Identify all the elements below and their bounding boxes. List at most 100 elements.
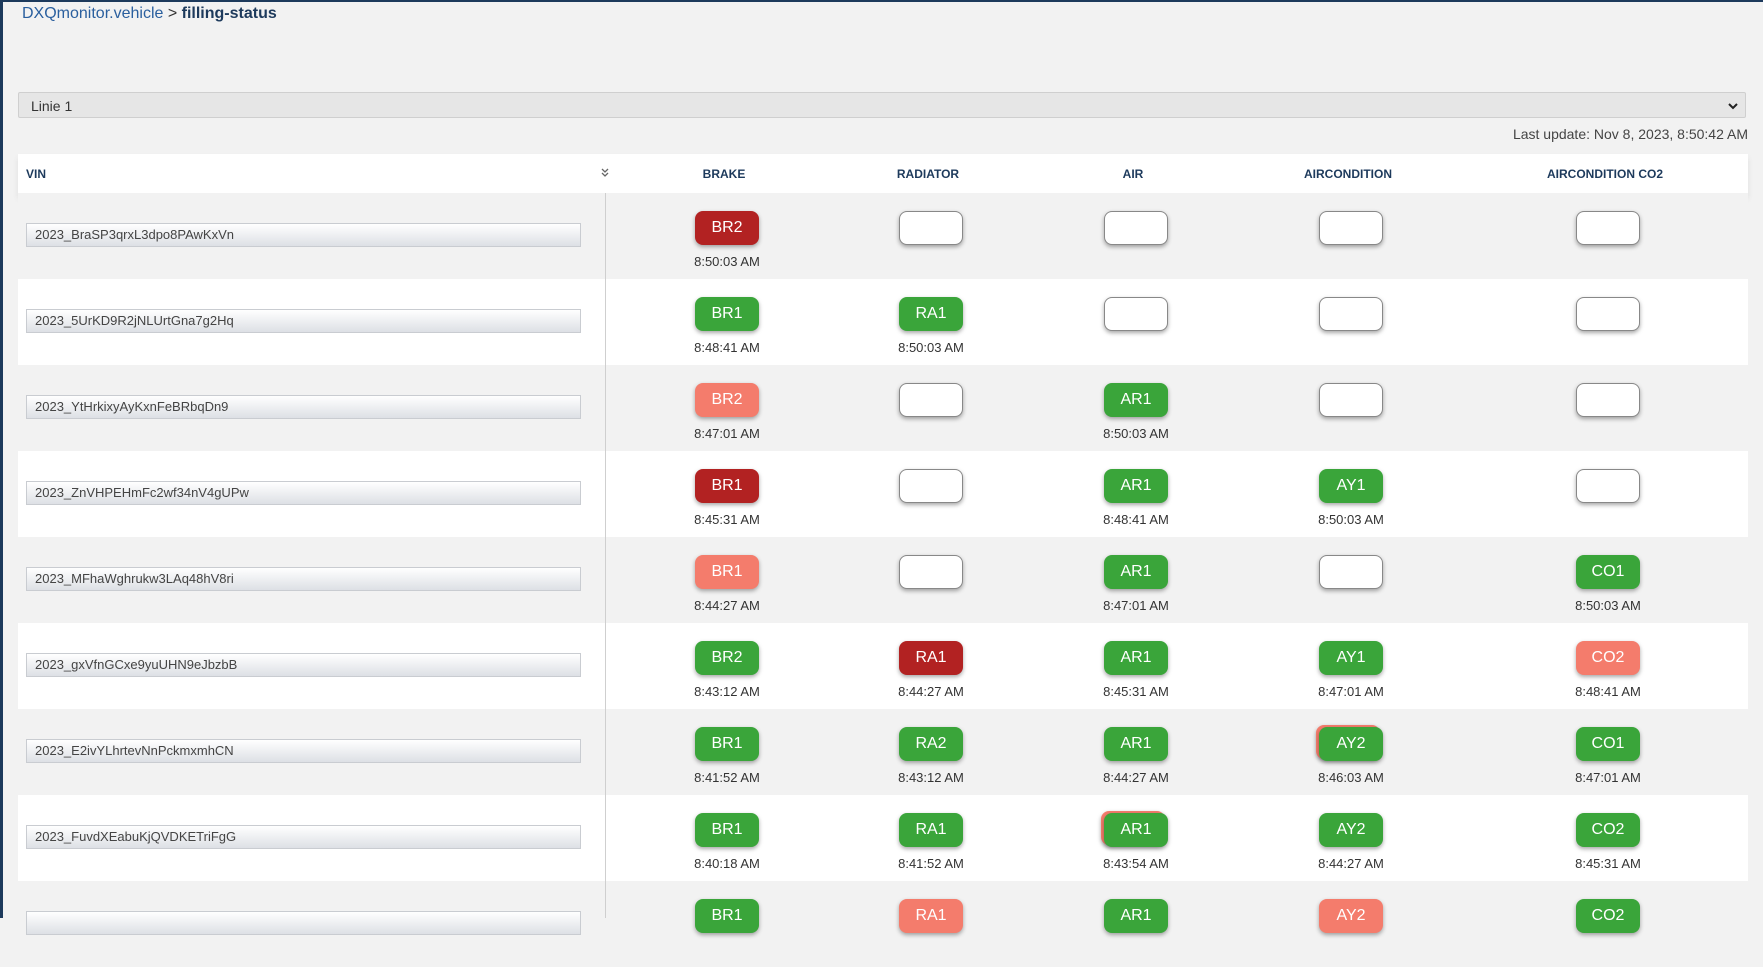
status-badge[interactable]: AR1 (1104, 469, 1168, 503)
breadcrumb-parent[interactable]: DXQmonitor.vehicle (22, 5, 164, 22)
column-header: BRAKE (702, 167, 746, 181)
status-badge[interactable]: BR2 (695, 641, 759, 675)
status-badge[interactable]: AR1 (1104, 727, 1168, 761)
table-row: 2023_MFhaWghrukw3LAq48hV8ri BR1 8:44:27 AM… (18, 537, 1748, 623)
vin-field[interactable]: 2023_FuvdXEabuKjQVDKETriFgG (26, 825, 581, 849)
table-row: 2023_5UrKD9R2jNLUrtGna7g2Hq BR1 8:48:41 AM… (18, 279, 1748, 365)
status-badge[interactable]: AR1 (1104, 899, 1168, 933)
status-time: 8:45:31 AM (1103, 684, 1169, 699)
status-badge[interactable]: CO2 (1576, 641, 1640, 675)
line-select-value: Linie 1 (31, 98, 73, 114)
status-badge[interactable]: RA2 (899, 727, 963, 761)
sort-icon[interactable] (600, 167, 610, 179)
status-time: 8:50:03 AM (1575, 598, 1641, 613)
status-badge[interactable]: AR1 (1104, 383, 1168, 417)
status-badge[interactable]: CO2 (1576, 813, 1640, 847)
status-badge[interactable] (1319, 383, 1383, 417)
status-badge[interactable]: BR1 (695, 555, 759, 589)
status-time: 8:43:54 AM (1103, 856, 1169, 871)
status-badge[interactable] (899, 555, 963, 589)
status-badge[interactable]: BR1 (695, 727, 759, 761)
status-badge[interactable]: AY1 (1319, 641, 1383, 675)
status-time: 8:44:27 AM (694, 598, 760, 613)
status-badge[interactable]: CO2 (1576, 899, 1640, 933)
status-badge[interactable]: CO1 (1576, 727, 1640, 761)
status-badge[interactable] (899, 211, 963, 245)
status-time: 8:48:41 AM (694, 340, 760, 355)
status-time: 8:48:41 AM (1103, 512, 1169, 527)
status-badge[interactable]: BR1 (695, 297, 759, 331)
status-badge[interactable]: AY2 (1319, 727, 1383, 761)
vin-field[interactable]: 2023_YtHrkixyAyKxnFeBRbqDn9 (26, 395, 581, 419)
line-select[interactable]: Linie 1 (18, 92, 1746, 118)
status-badge[interactable] (1576, 383, 1640, 417)
status-time: 8:40:18 AM (694, 856, 760, 871)
column-header: AIRCONDITION CO2 (1546, 167, 1663, 181)
status-badge[interactable] (899, 469, 963, 503)
top-border (0, 0, 1763, 2)
status-time: 8:41:52 AM (898, 856, 964, 871)
status-time: 8:47:01 AM (1575, 770, 1641, 785)
status-badge[interactable]: CO1 (1576, 555, 1640, 589)
status-badge[interactable] (1319, 211, 1383, 245)
status-badge[interactable] (1104, 297, 1168, 331)
status-badge[interactable]: AR1 (1104, 813, 1168, 847)
status-time: 8:50:03 AM (694, 254, 760, 269)
select-arrow (1728, 103, 1738, 110)
table-row: 2023_E2ivYLhrtevNnPckmxmhCN BR1 8:41:52 AM… (18, 709, 1748, 795)
status-badge[interactable] (1104, 211, 1168, 245)
status-time: 8:44:27 AM (1318, 856, 1384, 871)
status-time: 8:48:41 AM (1575, 684, 1641, 699)
status-badge[interactable]: AR1 (1104, 641, 1168, 675)
table-header: VIN BRAKE RADIATOR AIR AIRCONDITION AIRCONDIT… (18, 154, 1748, 195)
status-badge[interactable] (1576, 211, 1640, 245)
vin-field[interactable]: 2023_gxVfnGCxe9yuUHN9eJbzbB (26, 653, 581, 677)
table-row: BR1 RA1 AR1 AY2 CO2 (18, 881, 1748, 967)
status-badge[interactable]: AY2 (1319, 899, 1383, 933)
vin-field[interactable]: 2023_MFhaWghrukw3LAq48hV8ri (26, 567, 581, 591)
column-divider (605, 193, 606, 918)
status-badge[interactable]: BR1 (695, 469, 759, 503)
last-update: Last update: Nov 8, 2023, 8:50:42 AM (1512, 126, 1748, 142)
status-time: 8:44:27 AM (1103, 770, 1169, 785)
status-time: 8:43:12 AM (694, 684, 760, 699)
status-badge[interactable]: AY2 (1319, 813, 1383, 847)
vin-field[interactable]: 2023_E2ivYLhrtevNnPckmxmhCN (26, 739, 581, 763)
status-badge[interactable]: RA1 (899, 297, 963, 331)
status-badge[interactable] (899, 383, 963, 417)
status-time: 8:46:03 AM (1318, 770, 1384, 785)
status-time: 8:47:01 AM (1318, 684, 1384, 699)
status-badge[interactable]: BR1 (695, 899, 759, 933)
table-row: 2023_YtHrkixyAyKxnFeBRbqDn9 BR2 8:47:01 AM… (18, 365, 1748, 451)
status-badge[interactable]: BR1 (695, 813, 759, 847)
status-badge[interactable]: AY1 (1319, 469, 1383, 503)
column-header: AIR (1122, 167, 1144, 181)
vin-field[interactable]: 2023_ZnVHPEHmFc2wf34nV4gUPw (26, 481, 581, 505)
vin-field[interactable] (26, 911, 581, 935)
vin-field[interactable]: 2023_BraSP3qrxL3dpo8PAwKxVn (26, 223, 581, 247)
status-badge[interactable] (1576, 297, 1640, 331)
column-header: AIRCONDITION (1304, 167, 1392, 181)
status-badge[interactable] (1319, 297, 1383, 331)
table-row: 2023_ZnVHPEHmFc2wf34nV4gUPw BR1 8:45:31 AM… (18, 451, 1748, 537)
status-badge[interactable]: RA1 (899, 813, 963, 847)
status-badge[interactable] (1576, 469, 1640, 503)
status-badge[interactable]: BR2 (695, 383, 759, 417)
status-time: 8:47:01 AM (694, 426, 760, 441)
status-badge[interactable]: BR2 (695, 211, 759, 245)
vin-field[interactable]: 2023_5UrKD9R2jNLUrtGna7g2Hq (26, 309, 581, 333)
breadcrumb-current: filling-status (181, 5, 277, 22)
status-time: 8:50:03 AM (1103, 426, 1169, 441)
page: DXQmonitor.vehicle > filling-status Lini… (0, 0, 1763, 935)
breadcrumb: DXQmonitor.vehicle > filling-status (22, 5, 277, 23)
left-border (0, 0, 3, 918)
status-time: 8:44:27 AM (898, 684, 964, 699)
status-badge[interactable]: AR1 (1104, 555, 1168, 589)
status-badge[interactable]: RA1 (899, 641, 963, 675)
status-time: 8:45:31 AM (694, 512, 760, 527)
status-time: 8:41:52 AM (694, 770, 760, 785)
status-time: 8:50:03 AM (1318, 512, 1384, 527)
status-badge[interactable]: RA1 (899, 899, 963, 933)
status-badge[interactable] (1319, 555, 1383, 589)
table-row: 2023_FuvdXEabuKjQVDKETriFgG BR1 8:40:18 AM… (18, 795, 1748, 881)
